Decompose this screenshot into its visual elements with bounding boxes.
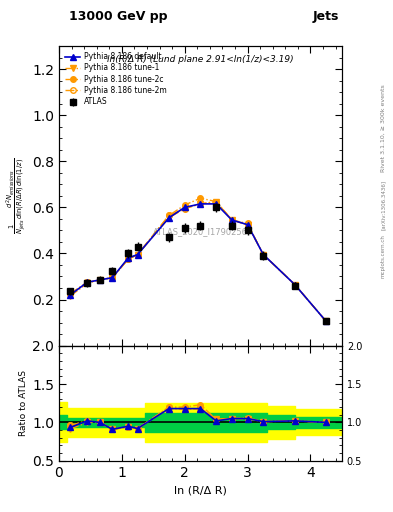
Pythia 8.186 tune-2m bbox=[214, 199, 219, 205]
Pythia 8.186 tune-1 bbox=[198, 201, 203, 207]
Pythia 8.186 tune-2c bbox=[182, 202, 187, 208]
Pythia 8.186 default bbox=[182, 204, 187, 210]
Line: Pythia 8.186 tune-2m: Pythia 8.186 tune-2m bbox=[68, 199, 329, 324]
Pythia 8.186 default bbox=[230, 217, 234, 223]
X-axis label: ln (R/Δ R): ln (R/Δ R) bbox=[174, 485, 227, 495]
Pythia 8.186 tune-1 bbox=[182, 205, 187, 211]
Pythia 8.186 tune-1 bbox=[292, 282, 297, 288]
Pythia 8.186 tune-2c bbox=[261, 251, 266, 258]
Pythia 8.186 tune-2m bbox=[97, 277, 102, 283]
Pythia 8.186 default bbox=[292, 282, 297, 288]
Pythia 8.186 tune-2c bbox=[292, 282, 297, 288]
Text: Rivet 3.1.10, ≥ 300k events: Rivet 3.1.10, ≥ 300k events bbox=[381, 84, 386, 172]
Text: ln(R/Δ R) (Lund plane 2.91<ln(1/z)<3.19): ln(R/Δ R) (Lund plane 2.91<ln(1/z)<3.19) bbox=[107, 55, 294, 64]
Line: Pythia 8.186 default: Pythia 8.186 default bbox=[68, 201, 329, 324]
Y-axis label: $\frac{1}{N_{jets}}\frac{d^2 N_{emissions}}{d\ln(R/\Delta R)\,d\ln(1/z)}$: $\frac{1}{N_{jets}}\frac{d^2 N_{emission… bbox=[5, 158, 28, 234]
Pythia 8.186 tune-2c bbox=[110, 274, 115, 281]
Pythia 8.186 tune-2m bbox=[261, 251, 266, 258]
Pythia 8.186 default bbox=[126, 255, 130, 261]
Text: 13000 GeV pp: 13000 GeV pp bbox=[69, 10, 167, 23]
Pythia 8.186 tune-2c bbox=[198, 195, 203, 201]
Pythia 8.186 tune-1 bbox=[261, 251, 266, 258]
Pythia 8.186 default bbox=[110, 274, 115, 281]
Text: Jets: Jets bbox=[313, 10, 340, 23]
Pythia 8.186 tune-1 bbox=[97, 277, 102, 283]
Pythia 8.186 tune-1 bbox=[324, 318, 329, 325]
Line: Pythia 8.186 tune-2c: Pythia 8.186 tune-2c bbox=[68, 196, 329, 324]
Pythia 8.186 default bbox=[97, 277, 102, 283]
Pythia 8.186 tune-2c bbox=[324, 318, 329, 325]
Text: ATLAS_2020_I1790256: ATLAS_2020_I1790256 bbox=[153, 227, 248, 236]
Legend: Pythia 8.186 default, Pythia 8.186 tune-1, Pythia 8.186 tune-2c, Pythia 8.186 tu: Pythia 8.186 default, Pythia 8.186 tune-… bbox=[63, 50, 169, 109]
Pythia 8.186 tune-2m bbox=[68, 291, 73, 297]
Pythia 8.186 tune-1 bbox=[230, 217, 234, 223]
Line: Pythia 8.186 tune-1: Pythia 8.186 tune-1 bbox=[68, 199, 329, 324]
Pythia 8.186 tune-1 bbox=[85, 281, 90, 287]
Pythia 8.186 default bbox=[167, 215, 171, 221]
Pythia 8.186 tune-2c bbox=[97, 277, 102, 283]
Pythia 8.186 tune-2m bbox=[324, 318, 329, 325]
Pythia 8.186 tune-1 bbox=[167, 215, 171, 221]
Pythia 8.186 tune-2c bbox=[126, 256, 130, 262]
Pythia 8.186 default bbox=[245, 222, 250, 228]
Pythia 8.186 default bbox=[85, 279, 90, 285]
Pythia 8.186 tune-1 bbox=[110, 274, 115, 281]
Pythia 8.186 tune-2m bbox=[245, 222, 250, 228]
Pythia 8.186 tune-2c bbox=[68, 291, 73, 297]
Pythia 8.186 default bbox=[68, 292, 73, 298]
Pythia 8.186 tune-2c bbox=[135, 251, 140, 258]
Text: mcplots.cern.ch: mcplots.cern.ch bbox=[381, 234, 386, 278]
Pythia 8.186 tune-2m bbox=[292, 282, 297, 288]
Pythia 8.186 default bbox=[261, 251, 266, 258]
Pythia 8.186 tune-2c bbox=[85, 279, 90, 285]
Pythia 8.186 tune-2c bbox=[214, 199, 219, 205]
Pythia 8.186 tune-2c bbox=[245, 220, 250, 226]
Pythia 8.186 default bbox=[135, 251, 140, 258]
Y-axis label: Ratio to ATLAS: Ratio to ATLAS bbox=[19, 370, 28, 436]
Pythia 8.186 tune-1 bbox=[214, 199, 219, 205]
Pythia 8.186 tune-1 bbox=[126, 256, 130, 262]
Pythia 8.186 tune-1 bbox=[135, 251, 140, 258]
Pythia 8.186 tune-2c bbox=[167, 212, 171, 219]
Pythia 8.186 tune-2c bbox=[230, 217, 234, 223]
Pythia 8.186 tune-2m bbox=[110, 274, 115, 281]
Pythia 8.186 tune-2m bbox=[85, 279, 90, 285]
Pythia 8.186 tune-2m bbox=[230, 217, 234, 223]
Pythia 8.186 tune-1 bbox=[245, 222, 250, 228]
Pythia 8.186 default bbox=[214, 201, 219, 207]
Pythia 8.186 tune-2m bbox=[135, 251, 140, 258]
Pythia 8.186 tune-1 bbox=[68, 293, 73, 299]
Pythia 8.186 tune-2m bbox=[198, 201, 203, 207]
Pythia 8.186 tune-2m bbox=[126, 256, 130, 262]
Pythia 8.186 tune-2m bbox=[182, 205, 187, 211]
Pythia 8.186 default bbox=[198, 201, 203, 207]
Pythia 8.186 default bbox=[324, 318, 329, 325]
Pythia 8.186 tune-2m bbox=[167, 212, 171, 219]
Text: [arXiv:1306.3436]: [arXiv:1306.3436] bbox=[381, 180, 386, 230]
